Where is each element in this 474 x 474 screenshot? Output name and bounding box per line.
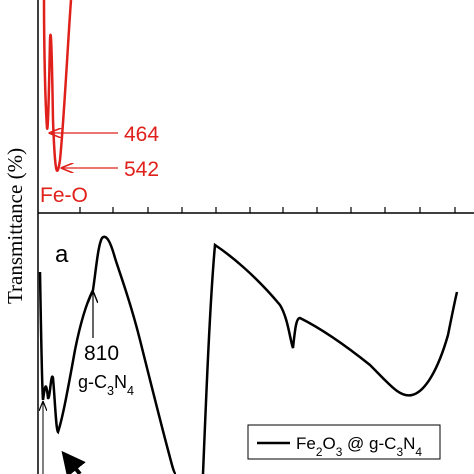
group-label: Fe-O — [40, 184, 88, 207]
legend-label: Fe2O3 @ g-C3N4 — [296, 434, 422, 459]
subscript: 3 — [396, 445, 403, 459]
peak-label: 810 — [84, 342, 119, 365]
text-part: @ g-C — [342, 434, 396, 453]
subscript: 3 — [336, 445, 343, 459]
black-spectrum — [201, 242, 459, 474]
text-part: Fe — [296, 434, 316, 453]
y-axis-label: Transmittance (%) — [3, 148, 27, 304]
peak-label: 464 — [124, 123, 159, 146]
text-part: O — [322, 434, 335, 453]
arrow — [61, 450, 86, 474]
subscript: 3 — [107, 384, 114, 398]
black-spectrum — [38, 235, 177, 474]
text-part: N — [403, 434, 415, 453]
peak-label: 542 — [124, 158, 159, 181]
red-spectrum — [42, 0, 73, 172]
subscript: 4 — [415, 445, 422, 459]
text-part: N — [114, 372, 127, 392]
subscript: 4 — [127, 384, 134, 398]
group-label: g-C3N4 — [78, 372, 134, 398]
text-part: g-C — [78, 372, 107, 392]
subscript: 2 — [316, 445, 323, 459]
panel-label: a — [55, 241, 69, 268]
minor-ticks — [79, 207, 456, 213]
